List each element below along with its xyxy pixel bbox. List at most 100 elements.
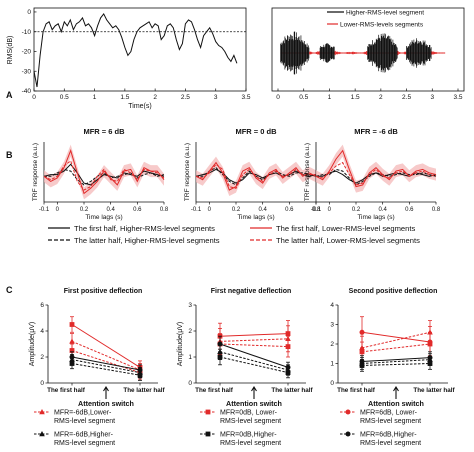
rms-y-tick-label: -10	[22, 29, 32, 36]
trf-plot: MFR = 6 dB TRF response (a.u.) Time lags (…	[32, 127, 169, 221]
waveform-x-tick-label: 1.5	[351, 94, 360, 101]
trf-legend-label: The latter half, Higher-RMS-level segmen…	[74, 236, 220, 245]
amplitude-legend-label: MFR=6dB,Higher-	[360, 432, 417, 439]
amplitude-plot: First negative deflection Amplitude(μV) 0 1…	[177, 288, 314, 408]
amplitude-plot-title: First positive deflection	[64, 288, 143, 295]
trf-plot-title: MFR = 0 dB	[235, 127, 277, 136]
square-marker	[286, 370, 291, 375]
waveform-x-tick-label: 3	[430, 94, 434, 101]
rms-plot: RMS(dB) Time(s) 0 0.5 1 1.5 2 2.5 3 3.50-10-20-…	[7, 8, 251, 110]
trf-plots: MFR = 6 dB TRF response (a.u.) Time lags (…	[32, 127, 441, 221]
rms-ticks: 0 0.5 1 1.5 2 2.5 3 3.50-10-20-30-40	[22, 9, 251, 101]
trf-x-tick-label: -0.1	[191, 207, 202, 213]
amplitude-category-label: The first half	[47, 387, 86, 394]
amplitude-series-line	[220, 344, 288, 347]
square-marker	[138, 373, 143, 378]
trf-x-tick-label: 0.2	[232, 207, 241, 213]
amplitude-y-tick-label: 0	[40, 380, 44, 387]
square-marker	[206, 432, 211, 437]
amplitude-series-line	[72, 357, 140, 370]
amplitude-y-tick-label: 3	[188, 302, 192, 309]
amplitude-legend-label: RMS-level segment	[54, 418, 115, 425]
amplitude-y-tick-label: 2	[188, 328, 192, 335]
trf-x-tick-label: 0.4	[378, 207, 387, 213]
trf-x-tick-label: 0.6	[133, 207, 142, 213]
waveform-x-tick-label: 2.5	[402, 94, 411, 101]
trf-x-axis-label: Time lags (s)	[85, 214, 122, 221]
amplitude-series-line	[362, 344, 430, 352]
amplitude-series-line	[72, 325, 140, 368]
panel-label-a: A	[6, 90, 13, 100]
amplitude-y-tick-label: 4	[330, 302, 334, 309]
triangle-marker	[69, 338, 75, 343]
waveform-x-tick-label: 2	[379, 94, 383, 101]
waveform-legend-lower-label: Lower-RMS-levels segments	[340, 22, 424, 29]
attention-switch-label: Attention switch	[78, 399, 134, 408]
rms-plot-frame	[34, 8, 246, 91]
trf-y-axis-label: TRF response (a.u.)	[304, 143, 311, 201]
amplitude-y-tick-label: 6	[40, 302, 44, 309]
amplitude-plot: First positive deflectionAmplitude(μV)02…	[29, 288, 166, 408]
trf-legend-label: The first half, Higher-RMS-level segment…	[74, 224, 215, 233]
attention-switch-arrow	[252, 387, 257, 399]
amplitude-y-axis-label: Amplitude(μV)	[177, 322, 184, 367]
square-marker	[360, 363, 365, 368]
amplitude-legend-label: MFR=-6dB,Lower-	[54, 410, 112, 417]
rms-x-tick-label: 2	[153, 94, 157, 101]
attention-switch-arrow	[394, 387, 399, 399]
rms-x-tick-label: 2.5	[181, 94, 190, 101]
amplitude-series-line	[220, 339, 288, 342]
rms-series-line	[34, 14, 237, 87]
amplitude-y-axis-label: Amplitude(μV)	[29, 322, 36, 367]
amplitude-y-tick-label: 4	[40, 328, 44, 335]
amplitude-y-tick-label: 1	[188, 354, 192, 361]
trf-plot-title: MFR = -6 dB	[354, 127, 398, 136]
square-marker	[428, 361, 433, 366]
trf-plot: MFR = 0 dBTRF response (a.u.)Time lags (…	[184, 127, 321, 221]
square-marker	[360, 349, 365, 354]
amplitude-y-tick-label: 0	[330, 380, 334, 387]
amplitude-category-label: The latter half	[271, 387, 313, 394]
waveform-x-tick-label: 3.5	[453, 94, 462, 101]
rms-y-tick-label: -40	[22, 88, 32, 95]
trf-plot: MFR = -6 dB TRF response (a.u.) Time lags …	[304, 127, 441, 221]
trf-x-tick-label: 0	[328, 207, 332, 213]
amplitude-y-tick-label: 2	[330, 341, 334, 348]
waveform-x-tick-label: 0.5	[299, 94, 308, 101]
amplitude-series-line	[362, 332, 430, 342]
waveform-x-tick-label: 1	[328, 94, 332, 101]
amplitude-y-tick-label: 3	[330, 322, 334, 329]
amplitude-legend-label: RMS-level segment	[220, 418, 281, 425]
circle-marker	[346, 432, 351, 437]
amplitude-legend-label: RMS-level segment	[360, 418, 421, 425]
trf-x-axis-label: Time lags (s)	[357, 214, 394, 221]
amplitude-plot: Second positive deflection 0 1 2 3 4 The first…	[330, 288, 455, 408]
amplitude-series-line	[362, 360, 430, 364]
amplitude-y-tick-label: 1	[330, 361, 334, 368]
trf-plot-title: MFR = 6 dB	[83, 127, 125, 136]
rms-x-axis-label: Time(s)	[128, 103, 151, 110]
rms-y-tick-label: -20	[22, 49, 32, 56]
trf-y-axis-label: TRF response (a.u.)	[184, 143, 191, 201]
amplitude-y-tick-label: 0	[188, 380, 192, 387]
amplitude-plot-title: First negative deflection	[211, 288, 292, 295]
attention-switch-arrow	[104, 387, 109, 399]
trf-x-tick-label: 0.8	[160, 207, 169, 213]
rms-y-axis-label: RMS(dB)	[7, 36, 14, 65]
amplitude-legend-label: MFR=-6dB,Higher-	[54, 432, 114, 439]
amplitude-category-label: The first half	[337, 387, 376, 394]
trf-x-tick-label: 0.6	[405, 207, 414, 213]
trf-legend-label: The first half, Lower-RMS-level segments	[276, 224, 415, 233]
rms-x-tick-label: 3.5	[241, 94, 250, 101]
trf-x-tick-label: 0.2	[80, 207, 89, 213]
square-marker	[70, 322, 75, 327]
square-marker	[206, 410, 211, 415]
trf-x-tick-label: 0	[208, 207, 212, 213]
square-marker	[70, 361, 75, 366]
amplitude-legend-label: MFR=0dB,Higher-	[220, 432, 277, 439]
amplitude-series-line	[362, 358, 430, 362]
trf-x-tick-label: 0.8	[432, 207, 441, 213]
amplitude-category-label: The first half	[195, 387, 234, 394]
square-marker	[218, 355, 223, 360]
amplitude-category-label: The latter half	[123, 387, 165, 394]
